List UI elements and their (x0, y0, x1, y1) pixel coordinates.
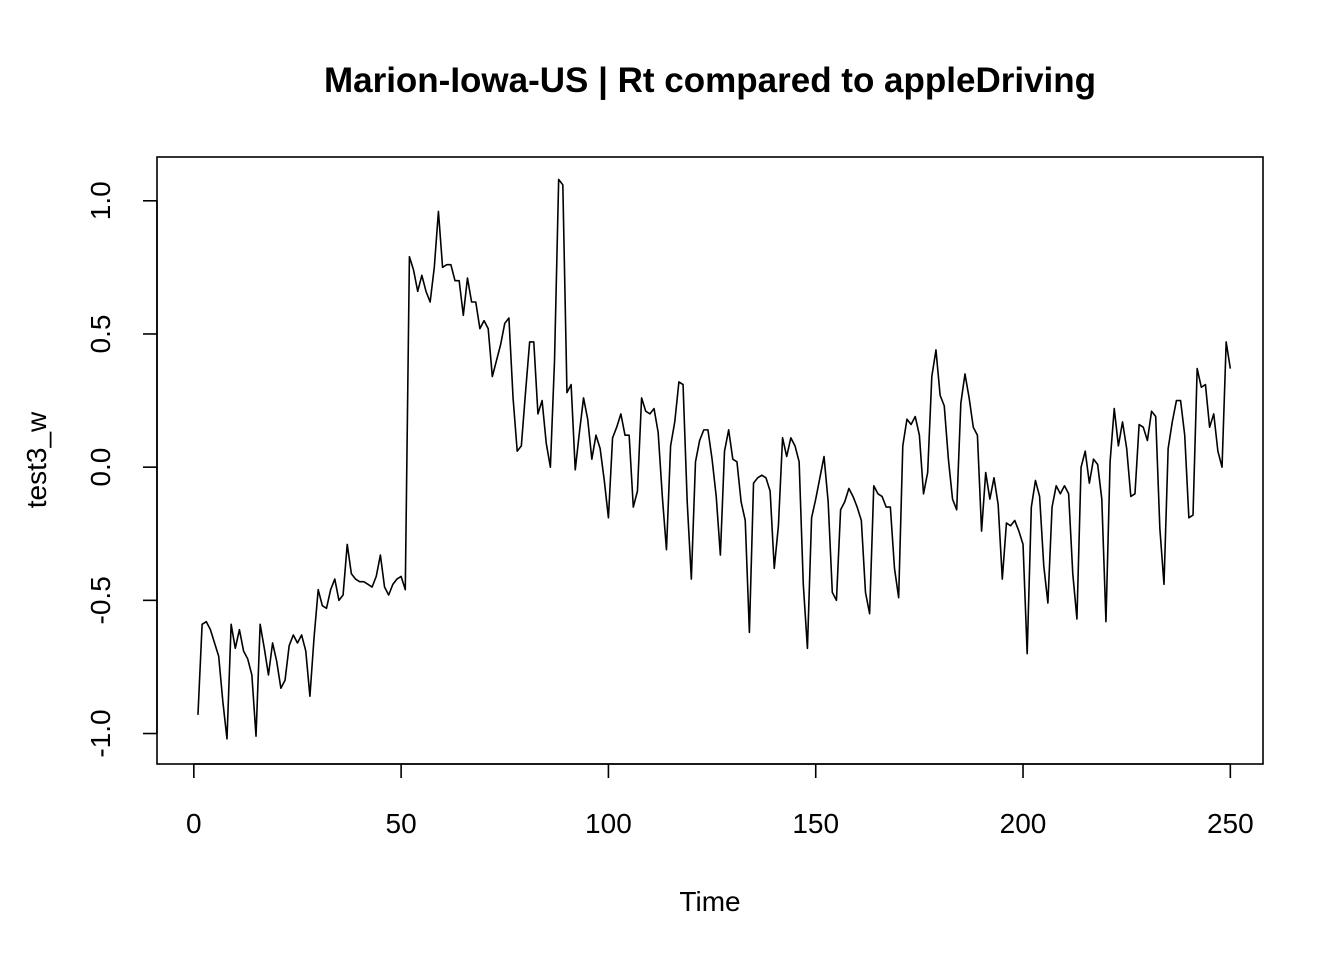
x-tick-label: 0 (186, 808, 202, 839)
chart-title: Marion-Iowa-US | Rt compared to appleDri… (324, 61, 1096, 100)
x-tick-label: 50 (386, 808, 417, 839)
x-axis: 0 50 100 150 200 250 (186, 763, 1254, 839)
y-tick-label: 1.0 (85, 181, 116, 220)
y-tick-label: 0.5 (85, 315, 116, 354)
y-tick-label: -0.5 (85, 576, 116, 624)
x-axis-label: Time (679, 886, 740, 917)
y-tick-label: 0.0 (85, 448, 116, 487)
y-tick-label: -1.0 (85, 709, 116, 757)
x-tick-label: 150 (792, 808, 839, 839)
x-tick-label: 250 (1207, 808, 1254, 839)
x-tick-label: 100 (585, 808, 632, 839)
y-axis: -1.0 -0.5 0.0 0.5 1.0 (85, 181, 158, 758)
plot-frame (156, 156, 1264, 765)
y-axis-label: test3_w (21, 411, 52, 508)
x-tick-label: 200 (1000, 808, 1047, 839)
series-line (197, 178, 1232, 740)
